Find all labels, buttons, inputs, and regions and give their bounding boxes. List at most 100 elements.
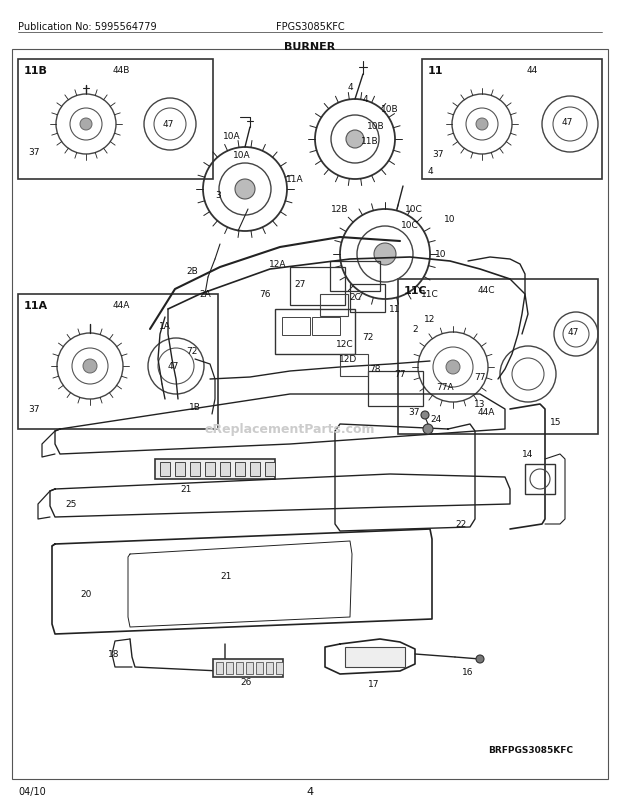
Bar	[282, 318, 310, 335]
Text: BRFPGS3085KFC: BRFPGS3085KFC	[488, 745, 573, 754]
Text: 47: 47	[163, 119, 174, 129]
Bar	[216, 662, 223, 674]
Bar	[265, 463, 275, 476]
Text: 4: 4	[306, 786, 314, 796]
Circle shape	[476, 119, 488, 131]
Text: 12B: 12B	[331, 205, 348, 214]
Text: 4: 4	[362, 95, 368, 104]
Text: 10B: 10B	[381, 105, 399, 115]
Circle shape	[476, 655, 484, 663]
Bar	[340, 354, 368, 376]
Circle shape	[80, 119, 92, 131]
Text: 47: 47	[568, 327, 579, 337]
Text: 77: 77	[474, 373, 485, 382]
Text: 4: 4	[427, 168, 433, 176]
Circle shape	[235, 180, 255, 200]
Text: 24: 24	[430, 415, 441, 423]
Text: 37: 37	[432, 150, 443, 159]
Text: 10B: 10B	[367, 122, 384, 131]
Text: 10: 10	[435, 249, 446, 259]
Bar	[398, 280, 598, 435]
Bar	[312, 318, 340, 335]
Text: 11B: 11B	[24, 66, 48, 76]
Text: 44C: 44C	[478, 286, 495, 294]
Text: 37: 37	[408, 407, 420, 416]
Text: 44A: 44A	[478, 407, 495, 416]
Text: 22: 22	[455, 520, 466, 529]
Text: 10C: 10C	[401, 221, 419, 229]
Bar	[266, 662, 273, 674]
Text: 10A: 10A	[223, 132, 241, 141]
Text: 37: 37	[28, 404, 40, 414]
Text: 44: 44	[527, 66, 538, 75]
Text: eReplacementParts.com: eReplacementParts.com	[205, 423, 375, 436]
Text: 12C: 12C	[336, 340, 354, 349]
Text: 21: 21	[220, 571, 231, 581]
Text: 25: 25	[65, 500, 76, 508]
Bar	[246, 662, 253, 674]
Bar	[350, 285, 385, 313]
Bar	[525, 464, 555, 494]
Text: 11B: 11B	[361, 137, 379, 146]
Text: 18: 18	[108, 649, 120, 658]
Bar	[256, 662, 263, 674]
Text: 2: 2	[412, 325, 418, 334]
Text: 37: 37	[28, 148, 40, 157]
Text: 72: 72	[187, 347, 198, 356]
Text: 16: 16	[462, 667, 474, 676]
Text: 78: 78	[370, 365, 381, 374]
Text: 12: 12	[424, 315, 436, 324]
Text: 77: 77	[394, 370, 405, 379]
Text: 12A: 12A	[269, 260, 286, 269]
Circle shape	[423, 424, 433, 435]
Bar	[18, 294, 218, 429]
Text: 4: 4	[347, 83, 353, 92]
Bar	[276, 662, 283, 674]
Bar	[235, 463, 245, 476]
Text: 11C: 11C	[421, 290, 439, 299]
Text: 47: 47	[562, 118, 574, 127]
Bar	[226, 662, 233, 674]
Bar	[220, 463, 230, 476]
Text: 11: 11	[389, 305, 401, 314]
Text: 20: 20	[80, 589, 91, 598]
Bar	[205, 463, 215, 476]
Text: 76: 76	[259, 290, 271, 299]
Text: 27: 27	[294, 280, 306, 290]
Text: 3: 3	[215, 190, 221, 199]
Bar	[155, 460, 275, 480]
Text: 12D: 12D	[339, 355, 357, 364]
Text: 2A: 2A	[199, 290, 211, 299]
Text: 44A: 44A	[113, 301, 130, 310]
Text: 11: 11	[428, 66, 443, 76]
Bar	[160, 463, 170, 476]
Circle shape	[346, 131, 364, 149]
Bar	[345, 647, 405, 667]
Bar	[422, 60, 602, 180]
Text: 26: 26	[240, 677, 251, 687]
Text: 15: 15	[550, 418, 562, 427]
Bar	[190, 463, 200, 476]
Bar	[18, 60, 213, 180]
Circle shape	[446, 361, 460, 375]
Text: Publication No: 5995564779: Publication No: 5995564779	[18, 22, 157, 32]
Circle shape	[421, 411, 429, 419]
Text: BURNER: BURNER	[285, 42, 335, 52]
Bar	[290, 268, 345, 306]
Text: 2B: 2B	[186, 267, 198, 276]
Bar	[330, 261, 380, 292]
Text: 10: 10	[445, 215, 456, 225]
Text: 21: 21	[180, 484, 192, 493]
Circle shape	[374, 244, 396, 265]
Text: 72: 72	[362, 333, 374, 342]
Text: 1A: 1A	[159, 322, 171, 331]
Text: 17: 17	[368, 679, 379, 688]
Text: 10C: 10C	[405, 205, 423, 214]
Text: 44B: 44B	[113, 66, 130, 75]
Text: 47: 47	[168, 362, 179, 371]
Bar	[275, 310, 355, 354]
Bar	[175, 463, 185, 476]
Text: 77A: 77A	[436, 383, 454, 392]
Bar	[213, 659, 283, 677]
Text: 2C: 2C	[349, 294, 361, 302]
